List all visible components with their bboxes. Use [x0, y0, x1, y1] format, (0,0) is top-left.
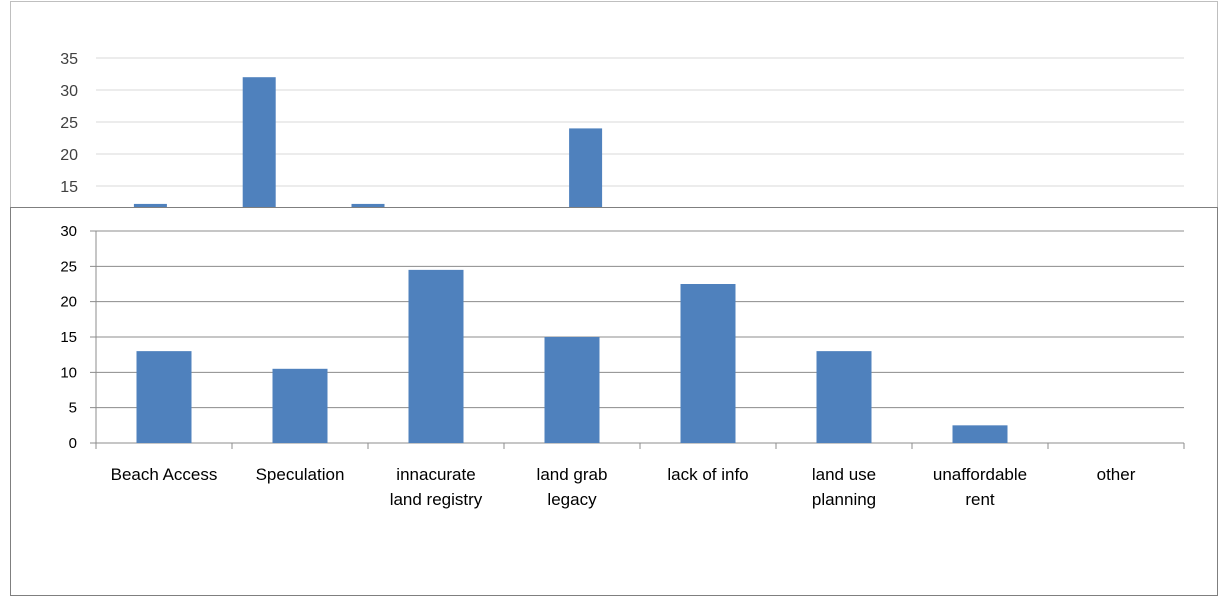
x-tick-label-line: land grab: [537, 465, 608, 484]
background-y-tick-label: 15: [60, 179, 78, 196]
x-tick-label-line: planning: [812, 490, 876, 509]
bar-speculation: [272, 368, 328, 443]
x-tick-label: Beach Access: [111, 465, 218, 484]
background-y-tick-label: 35: [60, 51, 78, 68]
bar-innacurate-land-registry: [408, 269, 464, 443]
x-tick-label: unaffordable rent: [933, 465, 1027, 509]
x-tick-label: land use planning: [812, 465, 876, 509]
y-tick-label: 0: [69, 435, 77, 452]
foreground-chart: 0 5 10 15 20 25 30 Beach Access Speculation innac…: [10, 207, 1218, 596]
y-tick-label: 30: [60, 223, 77, 240]
x-tick-label-line: Beach Access: [111, 465, 218, 484]
x-tick-label-line: unaffordable: [933, 465, 1027, 484]
y-tick-label: 5: [69, 400, 77, 417]
bar-land-use-planning: [816, 351, 872, 443]
chart-frame: [10, 207, 1218, 596]
x-tick-label-line: legacy: [547, 490, 597, 509]
y-tick-label: 25: [60, 258, 77, 275]
background-y-tick-label: 30: [60, 83, 78, 100]
x-tick-label-line: land use: [812, 465, 876, 484]
x-tick-label-line: Speculation: [256, 465, 345, 484]
bar-unaffordable-rent: [952, 425, 1008, 443]
x-tick-label: innacurate land registry: [390, 465, 483, 509]
x-tick-label: Speculation: [256, 465, 345, 484]
bar-beach-access: [136, 351, 192, 443]
x-tick-label: lack of info: [667, 465, 748, 484]
bar-lack-of-info: [680, 284, 736, 443]
background-y-tick-label: 25: [60, 115, 78, 132]
background-y-tick-label: 20: [60, 147, 78, 164]
y-tick-label: 20: [60, 294, 77, 311]
x-tick-label-line: other: [1097, 465, 1136, 484]
y-tick-label: 10: [60, 364, 77, 381]
x-tick-label-line: innacurate: [396, 465, 475, 484]
x-tick-label-line: rent: [965, 490, 995, 509]
x-tick-label: land grab legacy: [537, 465, 608, 509]
x-tick-label: other: [1097, 465, 1136, 484]
x-tick-label-line: land registry: [390, 490, 483, 509]
y-tick-label: 15: [60, 329, 77, 346]
x-tick-label-line: lack of info: [667, 465, 748, 484]
bar-land-grab-legacy: [544, 337, 600, 443]
